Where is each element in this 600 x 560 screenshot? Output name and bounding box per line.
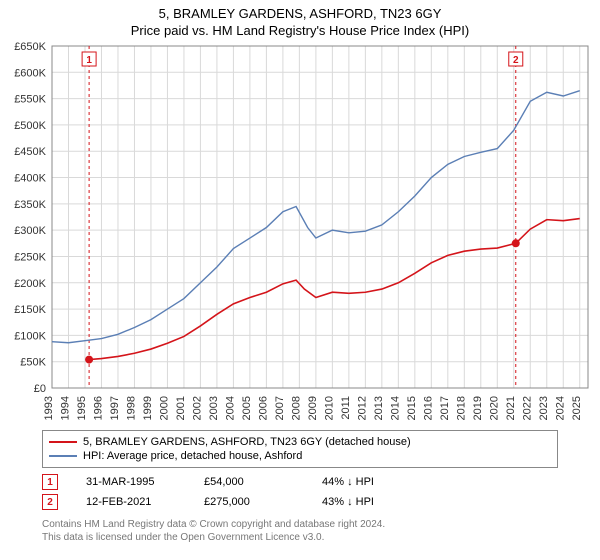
chart-title-address: 5, BRAMLEY GARDENS, ASHFORD, TN23 6GY <box>0 0 600 21</box>
svg-text:2008: 2008 <box>290 396 302 420</box>
svg-text:2002: 2002 <box>191 396 203 420</box>
legend-swatch <box>49 455 77 457</box>
legend: 5, BRAMLEY GARDENS, ASHFORD, TN23 6GY (d… <box>42 430 558 468</box>
svg-text:1997: 1997 <box>109 396 121 420</box>
marker-date: 31-MAR-1995 <box>86 476 176 488</box>
marker-delta: 43% ↓ HPI <box>322 496 412 508</box>
svg-text:£600K: £600K <box>14 67 46 79</box>
marker-table: 1 31-MAR-1995 £54,000 44% ↓ HPI 2 12-FEB… <box>42 472 558 512</box>
svg-text:2006: 2006 <box>257 396 269 420</box>
svg-text:2025: 2025 <box>571 396 583 420</box>
svg-text:£350K: £350K <box>14 199 46 211</box>
svg-text:2023: 2023 <box>538 396 550 420</box>
svg-text:£150K: £150K <box>14 304 46 316</box>
svg-text:1994: 1994 <box>59 396 71 420</box>
legend-item: 5, BRAMLEY GARDENS, ASHFORD, TN23 6GY (d… <box>49 435 551 449</box>
svg-text:2013: 2013 <box>373 396 385 420</box>
svg-text:2001: 2001 <box>175 396 187 420</box>
svg-text:2007: 2007 <box>274 396 286 420</box>
svg-text:£500K: £500K <box>14 120 46 132</box>
svg-text:2000: 2000 <box>158 396 170 420</box>
svg-text:2003: 2003 <box>208 396 220 420</box>
svg-text:£100K: £100K <box>14 330 46 342</box>
marker-delta: 44% ↓ HPI <box>322 476 412 488</box>
svg-text:2018: 2018 <box>455 396 467 420</box>
svg-text:1999: 1999 <box>142 396 154 420</box>
svg-text:2010: 2010 <box>323 396 335 420</box>
svg-text:1996: 1996 <box>92 396 104 420</box>
svg-text:1995: 1995 <box>76 396 88 420</box>
license-text: Contains HM Land Registry data © Crown c… <box>42 518 558 544</box>
legend-swatch <box>49 441 77 443</box>
chart-title-sub: Price paid vs. HM Land Registry's House … <box>0 21 600 42</box>
marker-date: 12-FEB-2021 <box>86 496 176 508</box>
svg-text:2024: 2024 <box>554 396 566 420</box>
line-chart: £0 £50K £100K £150K £200K £250K £300K £350K £400… <box>0 42 600 422</box>
license-line2: This data is licensed under the Open Gov… <box>42 531 558 544</box>
svg-text:£300K: £300K <box>14 225 46 237</box>
marker-price: £275,000 <box>204 496 294 508</box>
svg-text:2015: 2015 <box>406 396 418 420</box>
svg-text:2022: 2022 <box>521 396 533 420</box>
svg-text:2020: 2020 <box>488 396 500 420</box>
license-line1: Contains HM Land Registry data © Crown c… <box>42 518 558 531</box>
svg-text:1: 1 <box>86 55 92 66</box>
svg-text:2014: 2014 <box>389 396 401 420</box>
svg-text:2017: 2017 <box>439 396 451 420</box>
svg-text:£0: £0 <box>34 383 46 395</box>
svg-text:2019: 2019 <box>472 396 484 420</box>
svg-text:£650K: £650K <box>14 42 46 53</box>
svg-text:2021: 2021 <box>505 396 517 420</box>
marker-price: £54,000 <box>204 476 294 488</box>
svg-text:1998: 1998 <box>125 396 137 420</box>
svg-text:1993: 1993 <box>43 396 55 420</box>
svg-text:£550K: £550K <box>14 94 46 106</box>
legend-label: 5, BRAMLEY GARDENS, ASHFORD, TN23 6GY (d… <box>83 436 411 448</box>
legend-label: HPI: Average price, detached house, Ashf… <box>83 450 302 462</box>
svg-text:£50K: £50K <box>20 357 46 369</box>
svg-text:2: 2 <box>513 55 519 66</box>
svg-text:£450K: £450K <box>14 146 46 158</box>
marker-badge: 1 <box>42 474 58 490</box>
svg-text:£250K: £250K <box>14 251 46 263</box>
marker-badge: 2 <box>42 494 58 510</box>
marker-row: 2 12-FEB-2021 £275,000 43% ↓ HPI <box>42 492 558 512</box>
svg-text:2011: 2011 <box>340 396 352 420</box>
svg-text:2004: 2004 <box>224 396 236 420</box>
legend-item: HPI: Average price, detached house, Ashf… <box>49 449 551 463</box>
svg-text:£400K: £400K <box>14 173 46 185</box>
svg-text:2016: 2016 <box>422 396 434 420</box>
chart-area: £0 £50K £100K £150K £200K £250K £300K £350K £400… <box>0 42 600 422</box>
svg-text:2005: 2005 <box>241 396 253 420</box>
svg-text:2009: 2009 <box>307 396 319 420</box>
svg-text:2012: 2012 <box>356 396 368 420</box>
svg-text:£200K: £200K <box>14 278 46 290</box>
marker-row: 1 31-MAR-1995 £54,000 44% ↓ HPI <box>42 472 558 492</box>
